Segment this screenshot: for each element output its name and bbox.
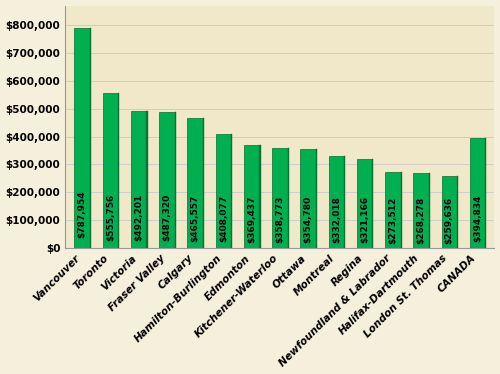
Text: $465,557: $465,557: [190, 194, 200, 242]
Text: $321,166: $321,166: [360, 196, 369, 243]
Text: $354,780: $354,780: [304, 196, 312, 243]
Bar: [328, 156, 344, 248]
Bar: [203, 118, 204, 248]
Bar: [146, 111, 148, 248]
Bar: [288, 148, 289, 248]
Text: $268,278: $268,278: [416, 196, 426, 244]
Bar: [118, 93, 120, 248]
Text: $492,201: $492,201: [134, 194, 143, 241]
Bar: [272, 148, 287, 248]
Bar: [372, 159, 374, 248]
Text: $408,077: $408,077: [219, 195, 228, 242]
Bar: [400, 172, 402, 248]
Bar: [159, 112, 174, 248]
Bar: [344, 156, 345, 248]
Bar: [231, 134, 232, 248]
Bar: [188, 118, 203, 248]
Bar: [300, 149, 316, 248]
Bar: [357, 159, 372, 248]
Bar: [102, 93, 118, 248]
Bar: [90, 28, 91, 248]
Text: $369,437: $369,437: [247, 195, 256, 243]
Bar: [316, 149, 317, 248]
Bar: [216, 134, 231, 248]
Bar: [470, 138, 486, 248]
Bar: [74, 28, 90, 248]
Bar: [174, 112, 176, 248]
Bar: [457, 176, 458, 248]
Bar: [429, 173, 430, 248]
Text: $787,954: $787,954: [78, 190, 86, 238]
Text: $332,018: $332,018: [332, 196, 341, 243]
Bar: [244, 145, 260, 248]
Text: $487,320: $487,320: [162, 194, 172, 241]
Text: $358,773: $358,773: [276, 195, 284, 243]
Text: $273,512: $273,512: [388, 196, 398, 244]
Bar: [414, 173, 429, 248]
Bar: [131, 111, 146, 248]
Bar: [385, 172, 400, 248]
Text: $394,834: $394,834: [473, 195, 482, 242]
Bar: [442, 176, 457, 248]
Text: $555,756: $555,756: [106, 193, 115, 240]
Text: $259,636: $259,636: [445, 197, 454, 244]
